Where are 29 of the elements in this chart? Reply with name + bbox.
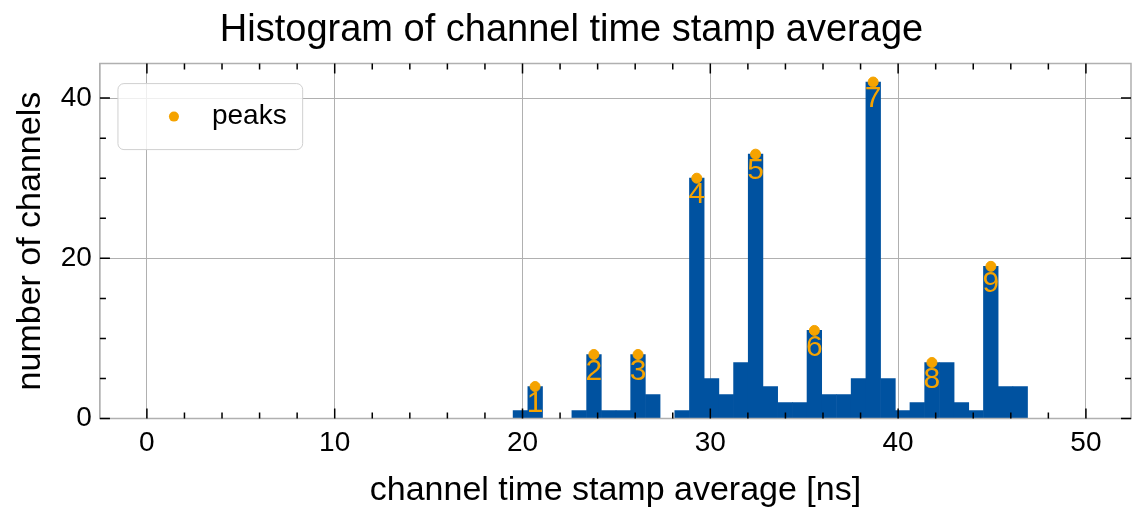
- x-tick-label: 50: [1070, 426, 1102, 458]
- point: [985, 260, 997, 272]
- x-tick-label: 0: [139, 426, 155, 458]
- point: [588, 348, 600, 360]
- annotation: 3: [629, 352, 647, 386]
- y-tick-label: 20: [60, 241, 92, 273]
- x-axis-title: channel time stamp average [ns]: [369, 468, 862, 507]
- y-tick-label: 0: [76, 401, 92, 433]
- y-tick-label: 40: [60, 80, 92, 112]
- x-tick-label: 40: [882, 426, 914, 458]
- point: [750, 148, 762, 160]
- annotation: 2: [585, 352, 603, 386]
- point: [926, 357, 938, 369]
- point: [529, 381, 541, 393]
- annotation: 6: [806, 328, 823, 362]
- x-tick-label: 10: [319, 426, 351, 458]
- chart-title: Histogram of channel time stamp average: [219, 7, 924, 50]
- point: [867, 76, 879, 88]
- annotation: 7: [864, 80, 882, 114]
- legend-label: peaks: [211, 99, 287, 131]
- x-tick-label: 30: [694, 426, 726, 458]
- x-tick-label: 20: [506, 426, 539, 458]
- annotation: 1: [526, 384, 544, 418]
- annotation: 5: [747, 152, 764, 186]
- annotation: 9: [982, 264, 1000, 298]
- y-axis-title: number of channels: [8, 91, 47, 391]
- point: [632, 348, 644, 360]
- annotation: 8: [923, 360, 941, 394]
- point: [808, 324, 820, 336]
